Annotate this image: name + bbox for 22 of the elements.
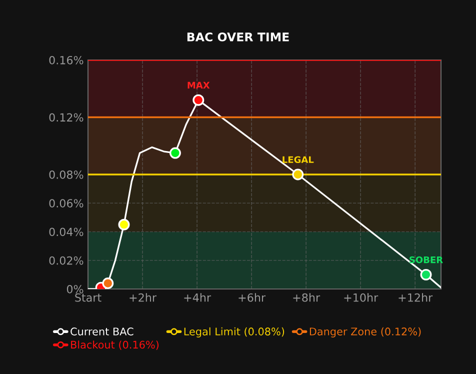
x-tick-label: +6hr (238, 293, 266, 302)
x-tick-label: +8hr (293, 293, 320, 302)
legend-label: Blackout (0.16%) (71, 340, 159, 350)
legend-label: Current BAC (70, 328, 134, 336)
legend-label: Legal Limit (0.08%) (184, 327, 284, 338)
legend-label: Danger Zone (0.12%) (310, 327, 421, 338)
annotation: LEGAL (282, 156, 314, 164)
x-tick-label: +2hr (130, 293, 157, 302)
chart-title: BAC OVER TIME (187, 32, 289, 42)
x-tick-label: +4hr (184, 293, 212, 302)
y-tick-label: 0.16% (49, 56, 84, 64)
y-tick-label: 0.02% (49, 256, 84, 265)
x-tick-label: +10hr (344, 293, 378, 302)
y-tick-label: 0.08% (49, 170, 84, 179)
y-tick-label: 0.04% (49, 228, 84, 236)
y-tick-label: 0.06% (49, 199, 84, 208)
annotation: SOBER (410, 256, 443, 264)
y-tick-label: 0.12% (49, 113, 84, 122)
annotation: MAX (188, 82, 210, 88)
x-tick-label: Start (75, 293, 102, 302)
x-tick-label: +12hr (398, 293, 433, 302)
y-tick-label: 0% (66, 284, 84, 294)
